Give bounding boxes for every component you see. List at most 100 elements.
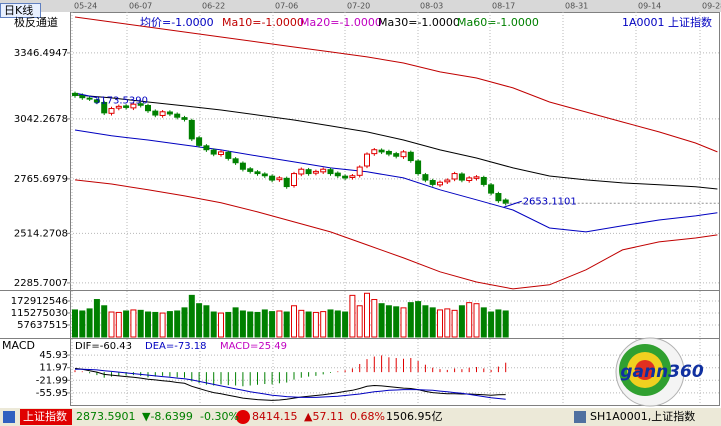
annotation: 2653.1101 bbox=[523, 196, 577, 207]
candle-body bbox=[495, 193, 502, 202]
candle-body bbox=[261, 173, 268, 177]
volume-bar bbox=[210, 311, 217, 338]
legend-item: Ma10=-1.0000 bbox=[222, 16, 304, 29]
candle-body bbox=[239, 162, 246, 170]
status-value: 0.68% bbox=[350, 410, 385, 423]
title-box bbox=[0, 3, 41, 18]
x-tick-label: 06-22 bbox=[202, 2, 225, 11]
y-tick-label: 2514.2708 bbox=[14, 228, 68, 239]
status-icon bbox=[574, 411, 586, 423]
x-tick-label: 07-06 bbox=[275, 2, 298, 11]
volume-bar bbox=[495, 309, 502, 338]
status-icon bbox=[3, 411, 15, 423]
volume-bar bbox=[356, 305, 363, 338]
status-value: -0.30% bbox=[200, 410, 239, 423]
candle-body bbox=[93, 99, 100, 103]
volume-bar bbox=[378, 303, 385, 338]
logo-text: gann360 bbox=[620, 362, 704, 382]
candle-body bbox=[466, 177, 473, 182]
volume-bar bbox=[349, 294, 356, 338]
x-tick-label: 05-24 bbox=[74, 2, 97, 11]
candle-body bbox=[203, 145, 210, 151]
candle-body bbox=[407, 151, 414, 162]
macd-value: DIF=-60.43 bbox=[75, 341, 132, 352]
annotation-pointer bbox=[503, 200, 522, 208]
candle-body bbox=[159, 111, 166, 116]
volume-bar bbox=[422, 305, 429, 338]
status-value: ▼-8.6399 bbox=[142, 410, 193, 423]
status-icon bbox=[236, 410, 250, 424]
candle-body bbox=[72, 92, 78, 97]
candle-body bbox=[283, 177, 290, 188]
date-bar bbox=[0, 0, 721, 12]
volume-bar bbox=[312, 311, 319, 338]
x-tick-label: 07-20 bbox=[347, 2, 370, 11]
volume-bar bbox=[72, 309, 78, 338]
channel-line bbox=[74, 16, 718, 153]
status-value: SH1A0001,上证指数 bbox=[590, 409, 695, 423]
status-bar[interactable] bbox=[0, 408, 721, 426]
candle-body bbox=[451, 173, 458, 180]
candle-body bbox=[276, 177, 283, 181]
candle-body bbox=[356, 166, 363, 176]
volume-bar bbox=[196, 303, 203, 338]
status-value: 8414.15 bbox=[252, 410, 298, 423]
y-tick-label: 45.93 bbox=[39, 350, 68, 361]
volume-bar bbox=[115, 311, 122, 338]
volume-bar bbox=[444, 308, 451, 338]
volume-bar bbox=[458, 305, 465, 338]
candle-body bbox=[437, 181, 443, 186]
volume-bar bbox=[451, 309, 458, 338]
volume-bar bbox=[291, 305, 297, 338]
index-name[interactable]: 上证指数 bbox=[23, 409, 67, 423]
macd-value: MACD=25.49 bbox=[220, 341, 287, 352]
candle-body bbox=[181, 117, 188, 120]
candle-body bbox=[429, 180, 436, 185]
candle-body bbox=[444, 179, 451, 183]
volume-bar bbox=[93, 299, 100, 338]
volume-bar bbox=[342, 311, 349, 338]
candle-body bbox=[232, 158, 239, 164]
channel-line bbox=[74, 129, 718, 233]
volume-bar bbox=[320, 311, 327, 338]
y-tick-label: 2285.7007 bbox=[14, 278, 68, 289]
y-tick-label: 3042.2678 bbox=[14, 114, 68, 125]
candle-body bbox=[334, 172, 341, 177]
volume-bar bbox=[400, 307, 407, 338]
indicator-name: 极反通道 bbox=[14, 15, 58, 29]
volume-bar bbox=[269, 311, 276, 338]
candle-body bbox=[145, 104, 151, 112]
candle-body bbox=[254, 171, 261, 175]
status-value: 1506.95亿 bbox=[386, 410, 443, 423]
volume-bar bbox=[123, 310, 130, 338]
logo: gann360 bbox=[615, 337, 704, 407]
candle-body bbox=[196, 137, 203, 146]
volume-bar bbox=[283, 311, 290, 338]
volume-bar bbox=[261, 309, 268, 338]
candle-body bbox=[393, 153, 400, 157]
candle-body bbox=[174, 113, 181, 118]
y-tick-label: 57637515 bbox=[17, 320, 68, 331]
volume-bar bbox=[130, 309, 137, 338]
volume-bar bbox=[166, 311, 173, 338]
candle-body bbox=[152, 110, 159, 116]
x-tick-label: 09-28 bbox=[702, 2, 721, 11]
y-tick-label: -55.95 bbox=[36, 388, 68, 399]
annotation-pointer bbox=[77, 93, 98, 99]
volume-bar bbox=[393, 306, 400, 338]
volume-bar bbox=[218, 312, 224, 338]
volume-bar bbox=[334, 310, 341, 338]
index-box[interactable] bbox=[20, 409, 72, 425]
frame bbox=[70, 12, 720, 406]
candle-body bbox=[137, 103, 144, 106]
candle-body bbox=[305, 169, 312, 175]
candle-body bbox=[342, 175, 349, 179]
legend-item: Ma30=-1.0000 bbox=[378, 16, 460, 29]
volume-bar bbox=[152, 311, 159, 338]
macd-title: MACD bbox=[2, 339, 35, 352]
candle-body bbox=[488, 184, 495, 194]
volume-bar bbox=[86, 308, 93, 338]
candle-body bbox=[210, 149, 217, 155]
y-tick-label: 3346.4947 bbox=[14, 48, 68, 59]
